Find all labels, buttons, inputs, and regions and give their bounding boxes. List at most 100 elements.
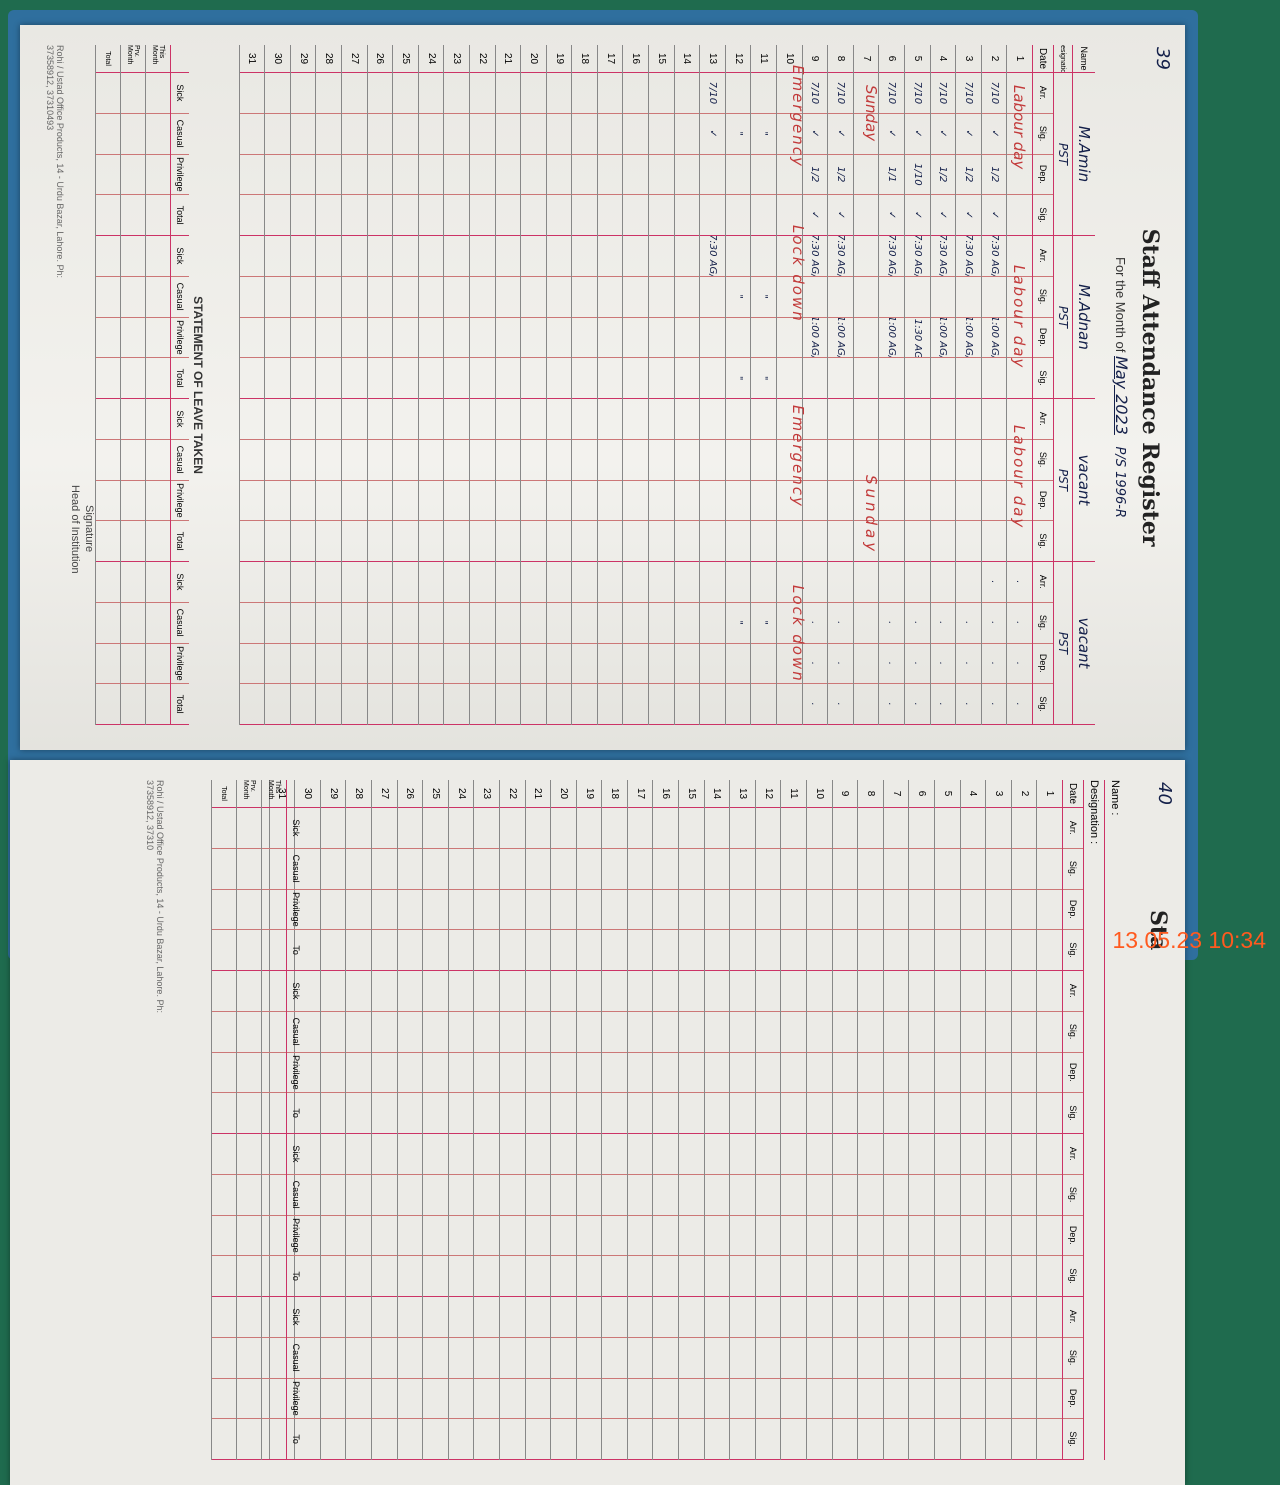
attendance-cell — [316, 276, 341, 318]
attendance-cell — [602, 1419, 627, 1460]
attendance-cell — [725, 684, 751, 725]
note-labour-day-3: Labour day — [1010, 425, 1028, 530]
attendance-cell — [371, 1256, 397, 1297]
leave-cell — [96, 562, 120, 603]
attendance-cell — [1037, 1297, 1062, 1338]
attendance-cell — [649, 643, 674, 685]
attendance-cell — [623, 195, 649, 236]
attendance-cell — [832, 1419, 858, 1460]
attendance-cell: . — [930, 602, 956, 644]
attendance-cell — [730, 930, 755, 971]
attendance-cell — [448, 1297, 474, 1338]
attendance-cell — [602, 1378, 627, 1420]
attendance-cell — [653, 1093, 679, 1134]
column-header: Arr. — [1033, 236, 1053, 277]
attendance-cell — [597, 195, 623, 236]
attendance-cell — [960, 1297, 986, 1338]
attendance-cell — [393, 684, 418, 725]
attendance-cell — [495, 358, 521, 399]
attendance-cell — [448, 971, 474, 1012]
attendance-cell — [521, 195, 546, 236]
attendance-cell — [986, 808, 1011, 849]
table-row: 17 — [626, 780, 653, 1460]
attendance-cell — [341, 602, 367, 644]
attendance-cell — [730, 1256, 755, 1297]
attendance-cell: . — [981, 643, 1007, 685]
attendance-cell: . — [981, 684, 1007, 725]
attendance-cell — [853, 562, 879, 603]
attendance-cell — [679, 1134, 704, 1175]
attendance-cell — [602, 1052, 627, 1094]
attendance-cell — [572, 602, 597, 644]
attendance-cell — [828, 399, 853, 440]
attendance-cell — [700, 358, 725, 399]
attendance-cell — [423, 889, 448, 931]
date-cell: 28 — [316, 45, 341, 73]
attendance-cell — [525, 1297, 551, 1338]
attendance-cell — [341, 562, 367, 603]
leave-type-header: Casual — [287, 1174, 305, 1216]
attendance-cell — [832, 1297, 858, 1338]
attendance-cell — [521, 684, 546, 725]
attendance-cell — [649, 684, 674, 725]
attendance-cell — [832, 1011, 858, 1053]
attendance-cell — [346, 848, 371, 890]
attendance-cell — [1037, 1174, 1062, 1216]
attendance-cell — [858, 1093, 883, 1134]
leave-cell — [237, 1093, 261, 1134]
attendance-cell — [956, 480, 981, 522]
leave-cell — [262, 930, 286, 971]
attendance-cell — [576, 1215, 602, 1257]
staff-designation: PST — [1054, 562, 1072, 725]
leave-cell — [121, 562, 145, 603]
attendance-cell — [499, 1174, 525, 1216]
attendance-cell — [290, 154, 316, 196]
head-of-institution-label: Head of Institution — [69, 485, 81, 574]
attendance-cell — [346, 1011, 371, 1053]
attendance-cell — [316, 154, 341, 196]
leave-cell — [212, 1337, 236, 1379]
attendance-cell: ✓ — [905, 113, 930, 155]
leave-cell — [212, 1134, 236, 1175]
attendance-cell — [525, 971, 551, 1012]
attendance-cell — [1037, 848, 1062, 890]
column-header: Arr. — [1033, 562, 1053, 603]
attendance-cell — [960, 808, 986, 849]
attendance-cell — [418, 480, 444, 522]
attendance-cell — [423, 1256, 448, 1297]
leave-type-header: Privilege — [171, 643, 189, 685]
attendance-cell — [290, 113, 316, 155]
date-cell: 14 — [674, 45, 700, 73]
attendance-cell: ✓ — [956, 113, 981, 155]
attendance-cell — [730, 971, 755, 1012]
attendance-cell — [781, 1297, 807, 1338]
attendance-cell — [956, 439, 981, 481]
attendance-cell — [572, 154, 597, 196]
table-row: 23 — [443, 45, 469, 725]
date-cell: 4 — [960, 780, 986, 808]
table-row: 25 — [422, 780, 448, 1460]
attendance-cell — [777, 358, 802, 399]
attendance-cell — [316, 195, 341, 236]
attendance-cell — [623, 73, 649, 114]
leave-cell — [212, 971, 236, 1012]
attendance-cell — [239, 643, 265, 685]
column-header: Arr. — [1063, 1134, 1083, 1175]
attendance-cell — [935, 1337, 960, 1379]
attendance-cell — [265, 236, 290, 277]
attendance-cell — [832, 1256, 858, 1297]
attendance-cell — [290, 399, 316, 440]
attendance-cell — [371, 1174, 397, 1216]
date-cell: 24 — [448, 780, 474, 808]
attendance-cell — [1037, 930, 1062, 971]
attendance-cell — [448, 1337, 474, 1379]
attendance-cell — [653, 1011, 679, 1053]
attendance-cell — [469, 684, 495, 725]
attendance-cell — [597, 276, 623, 318]
attendance-cell — [807, 1256, 832, 1297]
attendance-cell — [499, 930, 525, 971]
attendance-cell — [444, 73, 469, 114]
attendance-cell: " — [751, 276, 777, 318]
attendance-cell — [832, 1052, 858, 1094]
date-cell: 2 — [1011, 780, 1037, 808]
